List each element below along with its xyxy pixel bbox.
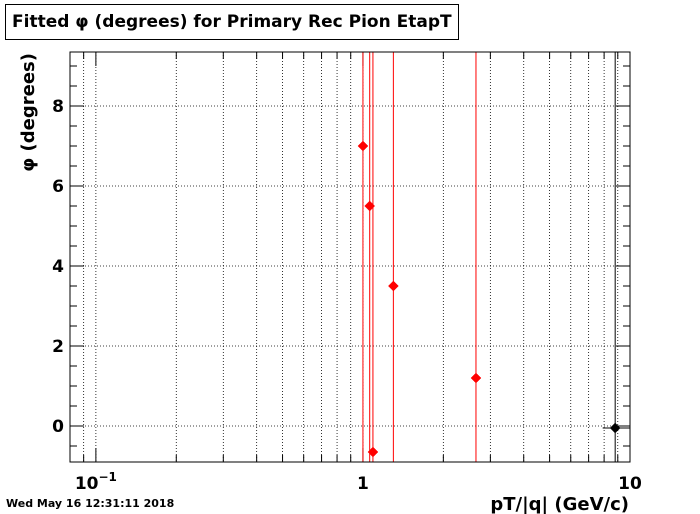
tick-labels: 0 2 4 6 8 10−1 1 10	[52, 97, 642, 494]
timestamp: Wed May 16 12:31:11 2018	[6, 497, 175, 510]
data-point	[388, 280, 399, 292]
chart-title: Fitted φ (degrees) for Primary Rec Pion …	[5, 4, 459, 40]
data-point	[367, 446, 379, 458]
y-tick-label: 0	[52, 417, 64, 437]
y-tick-label: 2	[52, 337, 64, 357]
x-tick-label: 10−1	[75, 470, 117, 494]
data-point	[357, 140, 369, 152]
y-tick-label: 4	[52, 257, 64, 277]
data-point	[470, 372, 482, 384]
axis-ticks	[69, 52, 631, 462]
plot-frame	[69, 51, 631, 463]
grid-lines	[70, 52, 630, 462]
x-tick-label: 10	[618, 474, 642, 494]
data-series	[357, 52, 630, 462]
y-axis-label: φ (degrees)	[18, 53, 39, 172]
data-point	[609, 422, 621, 434]
y-tick-label: 6	[52, 177, 64, 197]
x-axis-label: pT/|q| (GeV/c)	[490, 494, 629, 514]
y-tick-label: 8	[52, 97, 64, 117]
x-tick-label: 1	[357, 474, 369, 494]
